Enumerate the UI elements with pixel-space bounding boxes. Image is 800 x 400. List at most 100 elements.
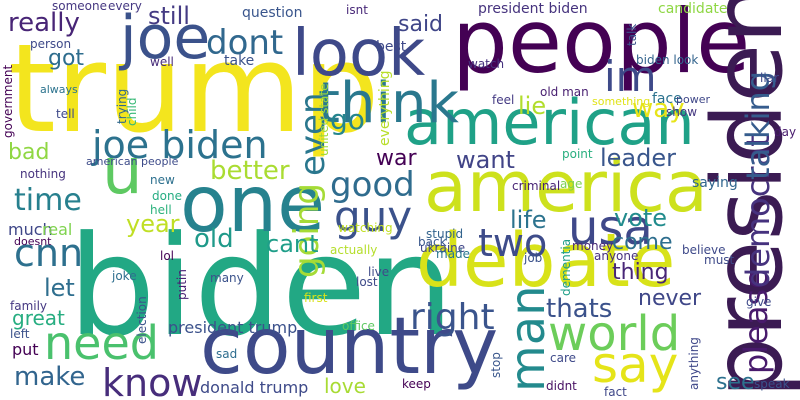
word-great: great: [12, 306, 65, 330]
word-people: people: [452, 0, 751, 93]
word-go: go: [330, 103, 365, 136]
word-usa: usa: [568, 200, 653, 256]
word-joe: joe: [120, 3, 211, 73]
word-someone: someone: [52, 0, 107, 13]
word-u: u: [102, 135, 143, 209]
word-right: right: [410, 297, 495, 338]
word-american: american: [404, 86, 695, 159]
word-person: person: [30, 37, 72, 51]
word-talking: talking: [739, 70, 777, 180]
word-many: many: [210, 271, 244, 285]
word-child: child: [125, 97, 139, 127]
word-lol: lol: [160, 249, 175, 263]
word-see: see: [716, 370, 755, 395]
word-sad: sad: [216, 347, 238, 361]
word-make: make: [14, 362, 86, 392]
word-something: something: [592, 95, 651, 108]
word-believe: believe: [682, 243, 726, 257]
word-world: world: [548, 306, 681, 362]
word-joe-biden: joe biden: [92, 123, 268, 167]
word-always: always: [40, 83, 78, 96]
word-first: first: [304, 291, 328, 305]
word-debate: debate: [416, 218, 676, 304]
word-look: look: [292, 17, 426, 91]
word-leader: leader: [600, 144, 677, 172]
word-actually: actually: [330, 243, 378, 257]
word-care: care: [550, 351, 577, 365]
word-give: give: [746, 295, 772, 309]
word-old-man: old man: [540, 85, 589, 99]
word-good: good: [330, 165, 415, 205]
word-fact: fact: [604, 385, 627, 399]
word-america: america: [424, 146, 708, 228]
word-didnt: didnt: [546, 379, 577, 393]
word-lost: lost: [356, 275, 378, 289]
word-dont: dont: [206, 23, 284, 63]
word-live: live: [368, 265, 390, 279]
word-talk: talk: [625, 23, 639, 46]
word-office: office: [342, 319, 375, 333]
word-life: life: [510, 206, 547, 234]
word-watch: watch: [468, 57, 505, 71]
word-thing: thing: [612, 260, 669, 285]
word-anyone: anyone: [594, 249, 639, 263]
word-must: must: [704, 253, 735, 267]
word-keep: keep: [402, 377, 431, 391]
word-face: face: [652, 91, 682, 107]
word-take: take: [224, 53, 255, 69]
word-time: time: [14, 183, 82, 218]
word-best: best: [376, 39, 407, 55]
word-doesnt: doesnt: [14, 235, 52, 248]
word-want: want: [456, 146, 515, 174]
word-president-trump: president trump: [168, 318, 298, 337]
word-new: new: [150, 173, 175, 187]
word-speak: speak: [754, 377, 790, 391]
word-election: election: [135, 296, 149, 344]
word-cnn: cnn: [14, 231, 84, 275]
word-watching: watching: [338, 221, 393, 235]
word-trump: trump: [8, 18, 380, 160]
word-power: power: [676, 93, 710, 106]
word-donald-trump: donald trump: [200, 378, 309, 397]
word-come: come: [612, 230, 673, 255]
word-ukraine: ukraine: [420, 241, 466, 255]
word-joke: joke: [112, 269, 137, 283]
word-nothing: nothing: [20, 167, 66, 181]
word-well: well: [150, 55, 174, 69]
word-candidate: candidate: [658, 1, 728, 17]
word-cant: cant: [266, 230, 319, 258]
word-country: country: [200, 302, 499, 392]
word-saying: saying: [692, 175, 738, 191]
word-putin: putin: [175, 269, 189, 300]
word-liar: liar: [760, 71, 779, 85]
word-government: government: [1, 64, 15, 138]
word-left: left: [10, 327, 30, 341]
word-im: im: [604, 52, 657, 101]
word-united-state: united state: [317, 83, 331, 156]
word-lie: lie: [518, 92, 547, 120]
word-family: family: [10, 299, 48, 313]
word-biden-look: biden look: [636, 53, 699, 67]
word-think: think: [318, 71, 459, 136]
word-still: still: [148, 2, 190, 30]
word-american-people: american people: [86, 155, 179, 168]
word-question: question: [242, 5, 303, 21]
word-vote: vote: [614, 204, 668, 232]
word-never: never: [638, 286, 702, 311]
word-know: know: [102, 361, 203, 400]
word-criminal: criminal: [512, 179, 561, 193]
word-much: much: [8, 220, 53, 239]
word-hell: hell: [150, 203, 172, 217]
word-bad: bad: [8, 140, 50, 165]
word-point: point: [562, 147, 593, 161]
word-got: got: [48, 46, 85, 71]
word-way: way: [632, 94, 685, 124]
word-every: every: [108, 0, 142, 13]
word-tell: tell: [56, 107, 75, 121]
word-one: one: [180, 160, 326, 250]
word-old: old: [194, 224, 234, 254]
word-put: put: [12, 340, 39, 359]
word-made: made: [436, 247, 471, 261]
word-job: job: [524, 251, 543, 265]
word-president-biden: president biden: [478, 1, 588, 17]
